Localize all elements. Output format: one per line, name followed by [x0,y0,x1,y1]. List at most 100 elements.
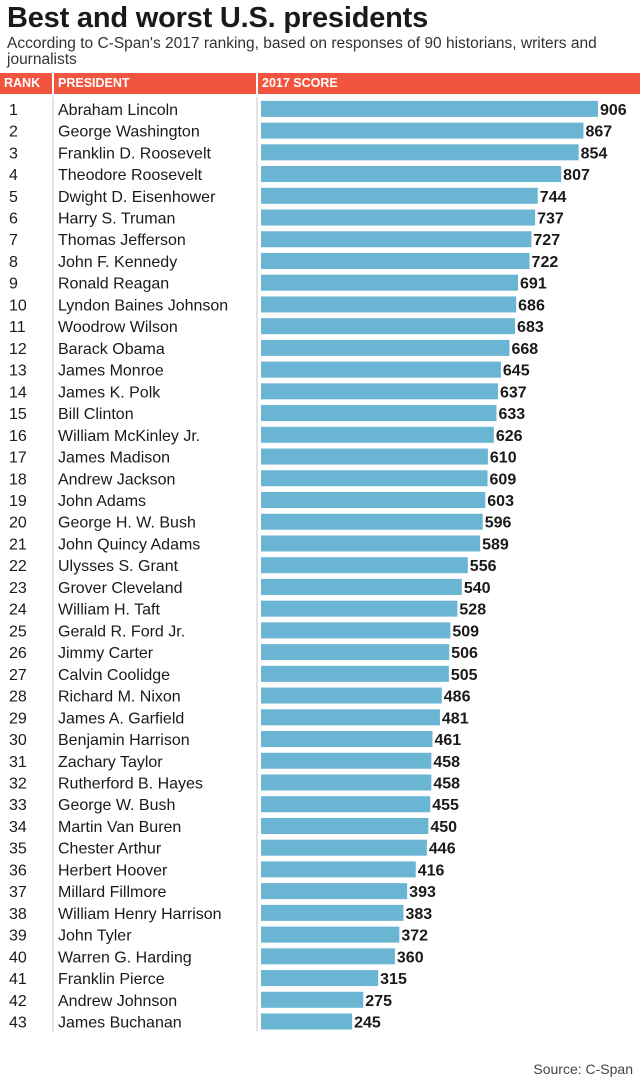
score-bar [261,926,400,943]
score-value-label: 589 [482,536,509,553]
rank-label: 7 [9,232,18,249]
score-bar [261,970,379,987]
president-label: Herbert Hoover [58,862,168,879]
score-value-label: 722 [532,254,559,271]
rank-label: 14 [9,384,27,401]
score-bar [261,709,440,726]
score-bar [261,296,517,313]
rank-label: 13 [9,363,27,380]
president-label: James Buchanan [58,1015,182,1032]
rank-label: 24 [9,602,27,619]
president-column-header: PRESIDENT [54,73,256,94]
president-label: Andrew Jackson [58,471,175,488]
score-value-label: 744 [540,189,567,206]
score-value-label: 461 [434,732,461,749]
rank-label: 43 [9,1015,27,1032]
score-bar [261,274,519,291]
president-label: George Washington [58,124,200,141]
rank-label: 3 [9,145,18,162]
score-bar [261,252,530,269]
score-value-label: 556 [470,558,497,575]
score-value-label: 686 [518,297,545,314]
rank-label: 9 [9,276,18,293]
president-label: Ronald Reagan [58,276,169,293]
president-label: Calvin Coolidge [58,667,170,684]
score-bar [261,405,497,422]
score-bar [261,448,488,465]
score-bar [261,861,416,878]
rank-label: 4 [9,167,18,184]
score-value-label: 609 [490,471,517,488]
president-label: Millard Fillmore [58,884,167,901]
rank-label: 21 [9,536,27,553]
score-bar [261,883,408,900]
score-value-label: 683 [517,319,544,336]
president-label: Andrew Johnson [58,993,177,1010]
source-note: Source: C-Span [533,1061,633,1077]
score-value-label: 633 [498,406,525,423]
score-value-label: 455 [432,797,459,814]
score-value-label: 637 [500,384,527,401]
rank-label: 15 [9,406,27,423]
rank-label: 23 [9,580,27,597]
rank-label: 30 [9,732,27,749]
rank-label: 38 [9,906,27,923]
rank-label: 2 [9,124,18,141]
score-bar [261,752,432,769]
score-bar [261,796,431,813]
president-label: Lyndon Baines Johnson [58,297,228,314]
score-bar [261,166,562,183]
president-label: Franklin Pierce [58,971,165,988]
score-bar [261,100,598,117]
score-value-label: 458 [433,754,460,771]
score-bar [261,839,427,856]
rank-label: 26 [9,645,27,662]
rank-label: 25 [9,623,27,640]
score-value-label: 691 [520,276,547,293]
score-value-label: 372 [401,928,428,945]
score-bar [261,991,364,1008]
rank-label: 36 [9,862,27,879]
president-label: Harry S. Truman [58,211,175,228]
rank-label: 32 [9,775,27,792]
score-bar [261,731,433,748]
rank-label: 1 [9,102,18,119]
rank-label: 31 [9,754,27,771]
score-bar [261,1013,353,1030]
score-bar [261,187,538,204]
president-label: John Quincy Adams [58,536,200,553]
rank-label: 6 [9,211,18,228]
score-value-label: 383 [405,906,432,923]
score-bar [261,492,486,509]
score-bar [261,948,395,965]
president-label: William H. Taft [58,602,160,619]
score-value-label: 867 [585,124,612,141]
rank-label: 29 [9,710,27,727]
president-label: Abraham Lincoln [58,102,178,119]
president-label: Dwight D. Eisenhower [58,189,216,206]
score-value-label: 737 [537,211,564,228]
score-bar [261,557,468,574]
score-bar [261,231,532,248]
president-label: William McKinley Jr. [58,428,200,445]
president-label: Rutherford B. Hayes [58,775,203,792]
score-value-label: 275 [365,993,392,1010]
president-label: Martin Van Buren [58,819,181,836]
table-header: RANK PRESIDENT 2017 SCORE [0,73,640,94]
score-value-label: 486 [444,689,471,706]
rank-label: 19 [9,493,27,510]
president-label: Gerald R. Ford Jr. [58,623,185,640]
president-label: Warren G. Harding [58,949,192,966]
president-label: George W. Bush [58,797,175,814]
chart-subtitle: According to C-Span's 2017 ranking, base… [7,35,597,68]
president-label: Woodrow Wilson [58,319,178,336]
rank-label: 17 [9,450,27,467]
score-value-label: 645 [503,363,530,380]
score-bar [261,426,494,443]
score-bar [261,687,442,704]
rank-label: 37 [9,884,27,901]
score-bar [261,600,458,617]
president-label: James Monroe [58,363,164,380]
score-bar [261,339,510,356]
